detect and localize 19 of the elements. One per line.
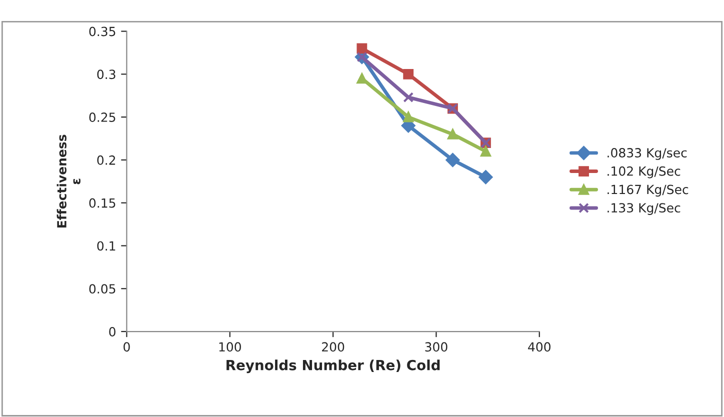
y-tick-label: 0.1 <box>97 241 116 251</box>
y-axis-title: Effectiveness ε <box>56 134 80 228</box>
y-tick-label: 0.25 <box>89 112 116 122</box>
x-tick-label: 0 <box>124 342 130 352</box>
legend-label: .133 Kg/Sec <box>608 203 680 215</box>
x-tick-label: 200 <box>322 342 344 352</box>
y-tick-label: 0.3 <box>97 70 116 80</box>
y-tick-label: 0.05 <box>89 284 116 294</box>
legend-label: .102 Kg/Sec <box>608 166 680 178</box>
y-tick-label: 0.2 <box>97 155 116 165</box>
legend-label: .1167 Kg/Sec <box>608 184 688 197</box>
legend-label: .0833 Kg/sec <box>608 148 687 160</box>
x-tick-label: 100 <box>219 342 241 352</box>
x-tick-label: 400 <box>528 342 550 352</box>
y-tick-label: 0 <box>109 326 116 336</box>
x-axis-title: Reynolds Number (Re) Cold <box>226 360 440 374</box>
x-tick-label: 300 <box>425 342 448 352</box>
y-tick-label: 0.15 <box>89 198 116 208</box>
y-tick-label: 0.35 <box>89 26 116 36</box>
